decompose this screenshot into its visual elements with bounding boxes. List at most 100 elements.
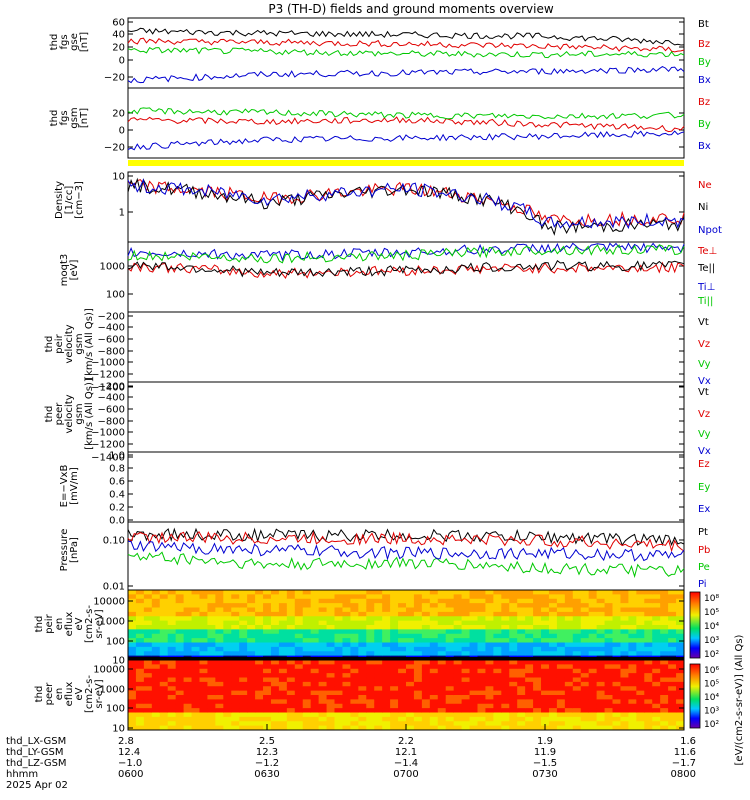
spectrogram-cell: [644, 651, 653, 657]
spectrogram-cell: [239, 642, 248, 648]
spectrogram-cell: [461, 712, 471, 718]
spectrogram-cell: [143, 703, 153, 709]
spectrogram-cell: [501, 660, 510, 665]
spectrogram-cell: [183, 651, 193, 657]
spectrogram-cell: [413, 603, 423, 609]
spectrogram-cell: [263, 716, 272, 722]
spectrogram-cell: [596, 668, 606, 674]
spectrogram-cell: [429, 638, 439, 644]
spectrogram-cell: [580, 607, 590, 613]
spectrogram-cell: [286, 594, 296, 600]
spectrogram-cell: [564, 611, 574, 617]
spectrogram-cell: [533, 677, 542, 683]
spectrogram-cell: [652, 642, 661, 648]
spectrogram-cell: [493, 668, 502, 674]
panel-frame: [127, 87, 685, 159]
spectrogram-cell: [596, 690, 606, 696]
spectrogram-cell: [668, 616, 677, 622]
spectrogram-cell: [588, 695, 598, 700]
spectrogram-cell: [636, 611, 645, 617]
spectrogram-cell: [191, 664, 200, 670]
spectrogram-cell: [398, 668, 407, 674]
spectrogram-cell: [548, 651, 558, 657]
spectrogram-cell: [493, 611, 502, 617]
spectrogram-cell: [310, 642, 320, 648]
spectrogram-cell: [183, 686, 193, 692]
spectrogram-cell: [469, 660, 478, 665]
spectrogram-cell: [215, 686, 224, 692]
spectrogram-cell: [270, 708, 280, 714]
spectrogram-cell: [628, 699, 637, 705]
spectrogram-cell: [572, 708, 582, 714]
spectrogram-cell: [207, 712, 216, 718]
x-tick-label: −1.2: [255, 758, 279, 769]
spectrogram-cell: [676, 590, 685, 595]
spectrogram-cell: [485, 668, 494, 674]
spectrogram-cell: [263, 721, 272, 727]
spectrogram-cell: [199, 594, 208, 600]
spectrogram-cell: [517, 590, 526, 595]
spectrogram-cell: [604, 686, 614, 692]
spectrogram-cell: [564, 686, 574, 692]
spectrogram-cell: [143, 629, 153, 635]
spectrogram-cell: [128, 708, 137, 714]
spectrogram-cell: [644, 629, 653, 635]
spectrogram-cell: [421, 716, 431, 722]
spectrogram-cell: [342, 712, 351, 718]
y-axis-label: velocity: [64, 394, 75, 433]
spectrogram-cell: [247, 712, 256, 718]
spectrogram-cell: [445, 629, 455, 635]
spectrogram-cell: [548, 660, 558, 665]
spectrogram-cell: [413, 625, 423, 630]
spectrogram-cell: [334, 651, 343, 657]
spectrogram-cell: [143, 712, 153, 718]
spectrogram-cell: [596, 642, 606, 648]
spectrogram-cell: [588, 625, 598, 630]
spectrogram-cell: [390, 699, 399, 705]
spectrogram-cell: [223, 594, 232, 600]
spectrogram-cell: [358, 611, 367, 617]
y-tick-label: 20: [112, 109, 125, 120]
y-axis-label: peir: [54, 333, 65, 353]
spectrogram-cell: [429, 629, 439, 635]
spectrogram-cell: [437, 712, 447, 718]
spectrogram-cell: [572, 677, 582, 683]
spectrogram-cell: [421, 590, 431, 595]
spectrogram-cell: [668, 629, 677, 635]
spectrogram-cell: [175, 660, 185, 665]
spectrogram-cell: [183, 712, 193, 718]
spectrogram-cell: [636, 633, 645, 639]
spectrogram-cell: [501, 625, 510, 630]
spectrogram-cell: [636, 638, 645, 644]
spectrogram-cell: [525, 708, 534, 714]
spectrogram-cell: [207, 638, 216, 644]
spectrogram-cell: [151, 607, 161, 613]
spectrogram-cell: [382, 708, 391, 714]
spectrogram-cell: [175, 590, 185, 595]
spectrogram-cell: [223, 629, 232, 635]
spectrogram-cell: [676, 677, 685, 683]
spectrogram-cell: [421, 625, 431, 630]
spectrogram-cell: [604, 646, 614, 652]
spectrogram-cell: [461, 721, 471, 727]
spectrogram-cell: [604, 594, 614, 600]
spectrogram-cell: [556, 695, 566, 700]
spectrogram-cell: [286, 681, 296, 687]
spectrogram-cell: [143, 708, 153, 714]
spectrogram-cell: [374, 629, 383, 635]
spectrogram-cell: [270, 721, 280, 727]
spectrogram-cell: [286, 673, 296, 679]
spectrogram-cell: [580, 646, 590, 652]
spectrogram-cell: [580, 611, 590, 617]
spectrogram-cell: [382, 616, 391, 622]
spectrogram-cell: [668, 607, 677, 613]
spectrogram-cell: [533, 721, 542, 727]
spectrogram-cell: [572, 625, 582, 630]
spectrogram-cell: [302, 716, 312, 722]
spectrogram-cell: [175, 646, 185, 652]
spectrogram-cell: [239, 633, 248, 639]
spectrogram-cell: [151, 642, 161, 648]
spectrogram-cell: [358, 699, 367, 705]
spectrogram-cell: [406, 598, 415, 604]
spectrogram-cell: [366, 703, 375, 709]
